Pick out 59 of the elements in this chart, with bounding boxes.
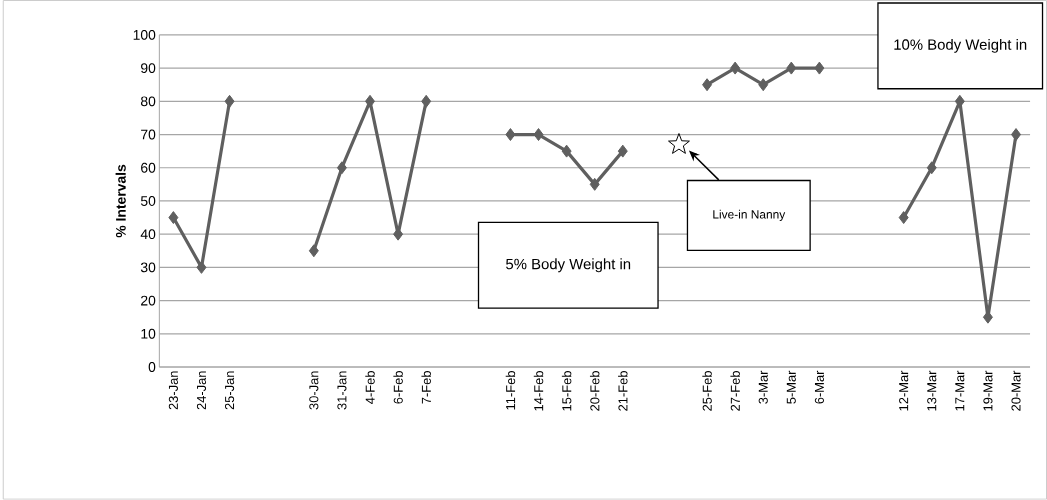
y-axis-title: % Intervals	[115, 164, 126, 238]
x-tick-label: 12-Mar	[899, 370, 909, 411]
point	[786, 61, 797, 75]
x-tick-label: 19-Mar	[983, 370, 993, 411]
point	[668, 133, 690, 155]
x-tick-label: 30-Jan	[309, 371, 319, 410]
point	[1011, 128, 1021, 142]
point	[421, 94, 432, 108]
x-tick-label: 13-Mar	[927, 370, 937, 411]
x-tick-label: 23-Jan	[168, 371, 178, 410]
point	[308, 244, 319, 258]
x-tick-label: 14-Feb	[533, 371, 544, 411]
x-tick-label: 5-Mar	[786, 370, 796, 404]
point	[702, 78, 713, 92]
x-tick-label: 25-Feb	[702, 371, 712, 411]
x-tick-label: 25-Jan	[224, 371, 235, 410]
x-tick-label: 20-Mar	[1011, 370, 1021, 411]
y-tick-label: 60	[141, 162, 156, 173]
point	[224, 94, 235, 108]
x-tick-label: 27-Feb	[730, 371, 740, 411]
y-tick-label: 10	[141, 329, 156, 339]
x-tick-label: 6-Feb	[393, 371, 403, 404]
x-tick-label: 15-Feb	[561, 371, 572, 411]
annotation: 5% Body Weight in	[506, 258, 631, 273]
x-tick-label: 20-Feb	[589, 371, 600, 411]
point	[505, 128, 516, 142]
y-tick-label: 70	[141, 129, 156, 140]
y-tick-label: 50	[140, 196, 156, 207]
point	[533, 128, 544, 142]
y-tick-label: 0	[148, 362, 156, 373]
point	[561, 144, 572, 158]
point	[589, 178, 600, 191]
x-tick-label: 24-Jan	[196, 371, 207, 410]
x-tick-label: 6-Mar	[814, 370, 824, 404]
y-tick-label: 100	[133, 30, 156, 40]
x-tick-label: 3-Mar	[758, 370, 768, 404]
y-tick-label: 40	[140, 229, 156, 240]
x-tick-label: 11-Feb	[505, 371, 516, 410]
x-tick-label: 4-Feb	[365, 371, 375, 405]
annotation: Live-in Nanny	[713, 210, 786, 222]
point	[814, 61, 825, 75]
point	[758, 78, 769, 92]
x-tick-label: 21-Feb	[618, 371, 628, 411]
y-tick-label: 20	[141, 295, 156, 306]
y-tick-label: 90	[141, 63, 156, 74]
point	[926, 161, 937, 175]
x-tick-label: 17-Mar	[955, 370, 965, 411]
point	[617, 144, 628, 158]
point	[730, 61, 741, 75]
point	[168, 211, 179, 225]
x-tick-label: 31-Jan	[337, 371, 347, 410]
point	[365, 94, 375, 108]
point	[336, 161, 347, 175]
y-tick-label: 30	[140, 262, 156, 273]
x-tick-label: 7-Feb	[421, 371, 431, 404]
point	[898, 211, 909, 225]
y-tick-label: 80	[140, 96, 156, 107]
annotation: 10% Body Weight in	[894, 39, 1027, 53]
point	[196, 261, 207, 275]
